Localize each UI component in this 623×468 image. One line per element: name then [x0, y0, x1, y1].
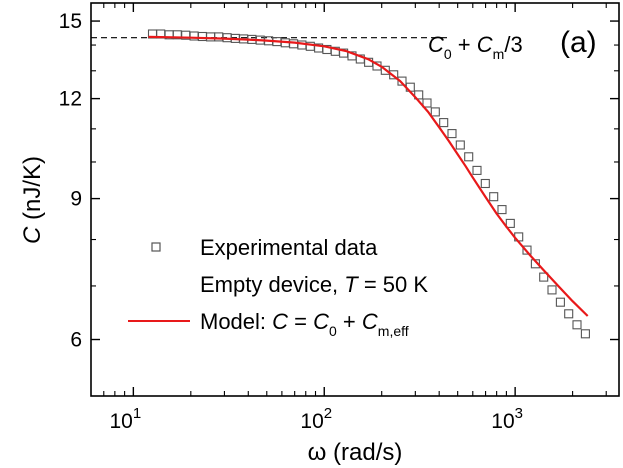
data-point — [522, 245, 532, 255]
data-point — [497, 205, 507, 215]
data-point — [572, 320, 582, 330]
x-tick-label: 102 — [300, 405, 332, 433]
legend-label-experimental: Experimental data — [200, 235, 378, 260]
data-point — [505, 218, 515, 228]
legend-label-model: Model: C = C0 + Cm,eff — [200, 309, 409, 339]
data-point — [414, 90, 424, 100]
data-point — [472, 165, 482, 175]
data-point — [455, 140, 465, 150]
data-point — [422, 98, 432, 108]
data-point — [580, 329, 590, 339]
y-tick-label: 12 — [59, 88, 82, 111]
axis-ticks — [91, 3, 619, 396]
data-point — [430, 107, 440, 117]
plot-frame — [90, 2, 620, 397]
data-point — [214, 32, 224, 42]
data-layer — [91, 29, 590, 339]
data-point — [539, 272, 549, 282]
reference-line-label: C0 + Cm/3 — [428, 32, 523, 62]
x-tick-label: 101 — [109, 405, 141, 433]
data-point — [439, 118, 449, 128]
panel-label: (a) — [560, 26, 597, 59]
data-point — [197, 31, 207, 42]
x-tick-label: 103 — [491, 405, 523, 433]
data-point — [555, 297, 565, 307]
y-tick-label: 15 — [59, 10, 82, 33]
legend-marker-experimental — [151, 242, 161, 252]
x-axis-title: ω (rad/s) — [308, 439, 403, 466]
y-axis-title: C (nJ/K) — [19, 156, 46, 244]
legend-label-empty-device: Empty device, T = 50 K — [200, 272, 428, 297]
data-point — [389, 70, 399, 80]
y-tick-label: 9 — [70, 188, 82, 211]
y-tick-label: 6 — [70, 329, 82, 352]
data-point — [489, 192, 499, 202]
data-point — [464, 152, 474, 162]
data-point — [547, 285, 557, 295]
data-point — [206, 32, 216, 42]
legend: Experimental data Empty device, T = 50 K… — [128, 235, 428, 339]
data-point — [447, 129, 457, 139]
data-point — [564, 309, 574, 319]
data-point — [397, 76, 407, 86]
data-point — [480, 178, 490, 189]
model-line — [148, 35, 589, 317]
